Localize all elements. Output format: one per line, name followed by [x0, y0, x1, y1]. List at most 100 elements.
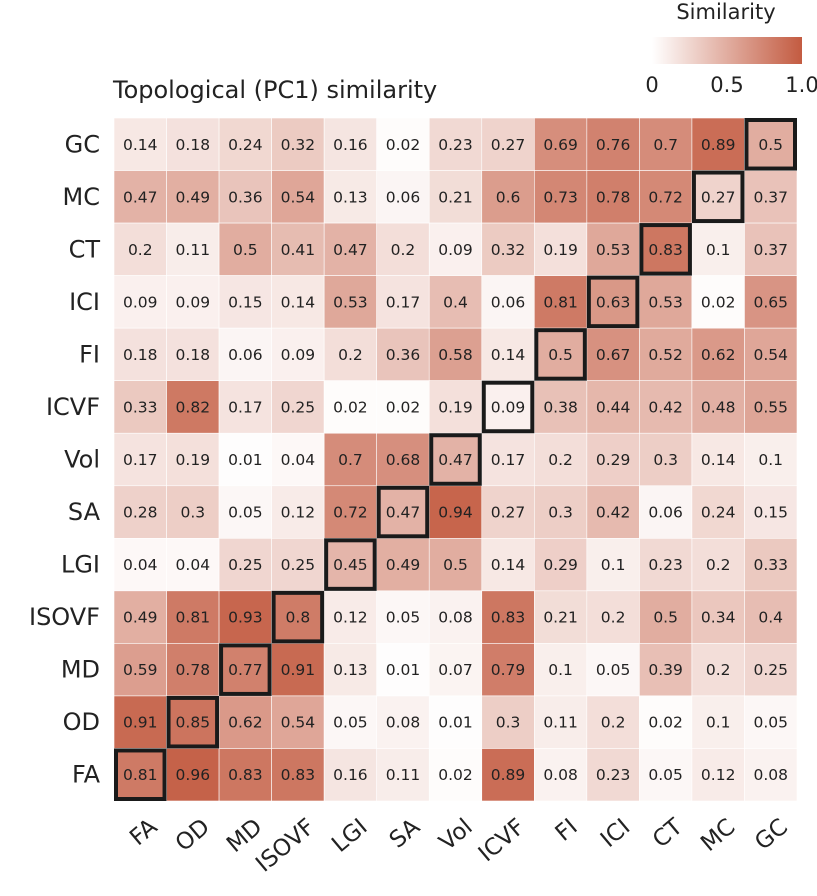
- diagonal-cell-outline: [691, 170, 745, 224]
- colorbar-tick-label: 0.5: [710, 73, 743, 97]
- heatmap-cell: [639, 590, 693, 644]
- cell-value-label: 0.17: [491, 451, 526, 469]
- heatmap-cell: [166, 538, 220, 592]
- cell-value-label: 0.79: [491, 661, 526, 679]
- cell-value-label: 0.72: [648, 188, 683, 206]
- x-tick-label: LGI: [327, 814, 372, 858]
- x-tick-label: ICVF: [474, 814, 530, 867]
- heatmap-cell: [218, 538, 272, 592]
- cell-value-label: 0.73: [543, 188, 578, 206]
- diagonal-cell-outline: [481, 380, 535, 434]
- heatmap-cell: [376, 327, 430, 381]
- cell-value-label: 0.7: [653, 136, 678, 154]
- heatmap-cell: [481, 485, 535, 539]
- heatmap-cell: [218, 117, 272, 171]
- heatmap-cell: [534, 748, 588, 802]
- cell-value-label: 0.38: [543, 398, 578, 416]
- cell-value-label: 0.2: [338, 346, 363, 364]
- heatmap-cell: [586, 170, 640, 224]
- cell-value-label: 0.04: [123, 556, 158, 574]
- heatmap-cell: [639, 117, 693, 171]
- cell-value-label: 0.06: [491, 293, 526, 311]
- cell-value-label: 0.14: [123, 136, 158, 154]
- heatmap-cell: [639, 275, 693, 329]
- cell-value-label: 0.32: [281, 136, 316, 154]
- cell-value-label: 0.16: [333, 136, 368, 154]
- cell-value-label: 0.3: [496, 714, 521, 732]
- cell-value-label: 0.59: [123, 661, 158, 679]
- heatmap-cell: [481, 275, 535, 329]
- cell-value-label: 0.34: [701, 609, 736, 627]
- cell-value-label: 0.36: [386, 346, 421, 364]
- diagonal-cell-outline: [219, 643, 272, 696]
- heatmap-cell: [271, 432, 325, 487]
- cell-value-label: 0.52: [648, 346, 683, 364]
- cell-value-label: 0.94: [438, 504, 473, 522]
- x-tick-label: SA: [385, 814, 425, 854]
- heatmap-cells: 0.14 0.18 0.24 0.32 0.16 0.02 0.23 0.27 0.69 0.76…: [113, 117, 798, 802]
- cell-value-label: 0.08: [753, 766, 788, 784]
- heatmap-cell: [113, 380, 167, 434]
- cell-value-label: 0.91: [281, 661, 316, 679]
- cell-value-label: 0.42: [648, 398, 683, 416]
- heatmap-cell: [639, 222, 693, 276]
- heatmap-cell: [376, 222, 430, 276]
- cell-value-label: 0.25: [281, 398, 316, 416]
- heatmap-cell: [166, 222, 220, 276]
- cell-value-label: 0.2: [391, 241, 416, 259]
- y-tick-label: FI: [79, 340, 100, 368]
- heatmap-cell: [428, 170, 483, 224]
- heatmap-cell: [323, 117, 377, 171]
- heatmap-cell: [586, 590, 640, 644]
- heatmap-cell: [691, 748, 745, 802]
- heatmap-cell: [113, 117, 167, 171]
- cell-value-label: 0.2: [548, 451, 573, 469]
- diagonal-cell-outline: [586, 275, 640, 329]
- heatmap-cell: [376, 538, 430, 592]
- cell-value-label: 0.19: [543, 241, 578, 259]
- diagonal-cell-outline: [324, 538, 377, 591]
- cell-value-label: 0.33: [123, 398, 158, 416]
- heatmap-cell: [323, 538, 377, 592]
- cell-value-label: 0.41: [281, 241, 316, 259]
- cell-value-label: 0.58: [438, 346, 473, 364]
- heatmap-cell: [271, 117, 325, 171]
- y-tick-label: GC: [65, 130, 100, 158]
- heatmap-cell: [113, 275, 167, 329]
- cell-value-label: 0.4: [758, 609, 783, 627]
- cell-value-label: 0.3: [548, 504, 573, 522]
- heatmap-cell: [586, 643, 640, 697]
- cell-value-label: 0.6: [496, 188, 521, 206]
- cell-value-label: 0.67: [596, 346, 631, 364]
- cell-value-label: 0.08: [438, 609, 473, 627]
- cell-value-label: 0.36: [228, 188, 263, 206]
- cell-value-label: 0.11: [176, 241, 211, 259]
- cell-value-label: 0.47: [438, 451, 473, 469]
- cell-value-label: 0.47: [386, 504, 421, 522]
- cell-value-label: 0.23: [648, 556, 683, 574]
- cell-value-label: 0.5: [233, 241, 258, 259]
- heatmap-cell: [481, 748, 535, 802]
- cell-value-label: 0.16: [333, 766, 368, 784]
- heatmap-cell: [323, 222, 377, 276]
- y-tick-label: OD: [63, 708, 100, 736]
- cell-value-label: 0.8: [286, 609, 311, 627]
- heatmap-cell: [376, 695, 430, 749]
- cell-value-label: 0.69: [543, 136, 578, 154]
- cell-value-label: 0.72: [333, 504, 368, 522]
- heatmap-cell: [271, 485, 325, 539]
- cell-value-label: 0.02: [333, 398, 368, 416]
- cell-value-label: 0.21: [438, 188, 473, 206]
- cell-value-label: 0.63: [596, 293, 631, 311]
- cell-value-label: 0.49: [123, 609, 158, 627]
- cell-value-label: 0.06: [648, 504, 683, 522]
- cell-value-label: 0.28: [123, 504, 158, 522]
- heatmap-cell: [481, 117, 535, 171]
- cell-value-label: 0.14: [701, 451, 736, 469]
- cell-value-label: 0.76: [596, 136, 631, 154]
- heatmap-cell: [428, 748, 483, 802]
- cell-value-label: 0.29: [543, 556, 578, 574]
- cell-value-label: 0.02: [648, 714, 683, 732]
- cell-value-label: 0.78: [176, 661, 211, 679]
- cell-value-label: 0.42: [596, 504, 631, 522]
